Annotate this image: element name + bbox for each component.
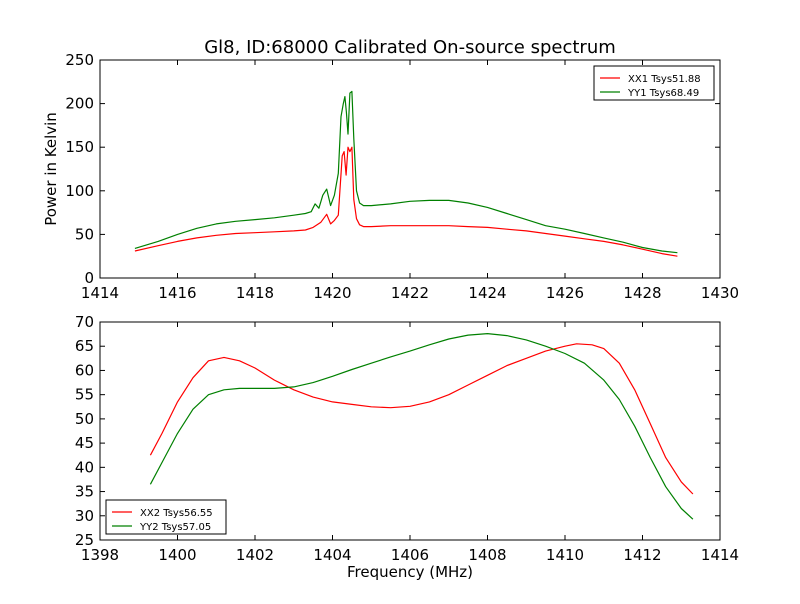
chart2-legend-label: XX2 Tsys56.55 (140, 508, 213, 519)
chart1-x-tick-label: 1428 (623, 284, 661, 302)
chart1-x-tick-label: 1414 (81, 284, 119, 302)
chart2-y-tick-label: 65 (75, 337, 94, 355)
chart2-y-tick-label: 30 (75, 507, 94, 525)
chart1-y-axis-label: Power in Kelvin (42, 112, 60, 226)
chart1-y-tick-label: 200 (65, 95, 94, 113)
chart1-x-tick-label: 1418 (236, 284, 274, 302)
chart2-x-tick-label: 1400 (158, 546, 196, 564)
chart1-x-tick-label: 1424 (468, 284, 506, 302)
chart2-x-axis-label: Frequency (MHz) (347, 563, 473, 581)
chart1-x-tick-label: 1426 (546, 284, 584, 302)
chart1-y-tick-label: 0 (84, 269, 94, 287)
chart2-x-tick-label: 1414 (701, 546, 739, 564)
chart1-series-line-1 (134, 146, 678, 257)
chart1-x-tick-label: 1420 (313, 284, 351, 302)
chart1-x-tick-label: 1422 (391, 284, 429, 302)
chart2-y-tick-label: 25 (75, 531, 94, 549)
chart1-x-tick-label: 1430 (701, 284, 739, 302)
chart1-y-tick-label: 250 (65, 51, 94, 69)
chart2-x-tick-label: 1410 (546, 546, 584, 564)
chart2-x-tick-label: 1402 (236, 546, 274, 564)
chart2-x-tick-label: 1412 (623, 546, 661, 564)
chart1-series-line-2 (134, 90, 678, 254)
chart1-y-tick-label: 150 (65, 138, 94, 156)
chart2-y-tick-label: 70 (75, 313, 94, 331)
chart1-y-tick-label: 50 (75, 225, 94, 243)
chart2-y-tick-label: 45 (75, 434, 94, 452)
chart2-y-tick-label: 40 (75, 458, 94, 476)
chart1-legend-label: YY1 Tsys68.49 (627, 88, 699, 99)
chart1-legend-label: XX1 Tsys51.88 (628, 74, 701, 85)
chart1-x-tick-label: 1416 (158, 284, 196, 302)
chart2-legend-box (105, 499, 227, 535)
chart2-legend-label: YY2 Tsys57.05 (139, 522, 211, 533)
chart2-x-tick-label: 1406 (391, 546, 429, 564)
chart2-series-line-2 (149, 333, 694, 520)
chart2-x-tick-label: 1408 (468, 546, 506, 564)
chart2-y-tick-label: 35 (75, 483, 94, 501)
chart2-series-line-1 (149, 343, 694, 495)
chart2-x-tick-label: 1404 (313, 546, 351, 564)
chart-title: Gl8, ID:68000 Calibrated On-source spect… (204, 37, 616, 58)
chart2-y-tick-label: 50 (75, 410, 94, 428)
chart1-legend-box (593, 65, 715, 101)
chart1-y-tick-label: 100 (65, 182, 94, 200)
chart2-y-tick-label: 60 (75, 361, 94, 379)
chart2-x-tick-label: 1398 (81, 546, 119, 564)
chart2-y-tick-label: 55 (75, 386, 94, 404)
